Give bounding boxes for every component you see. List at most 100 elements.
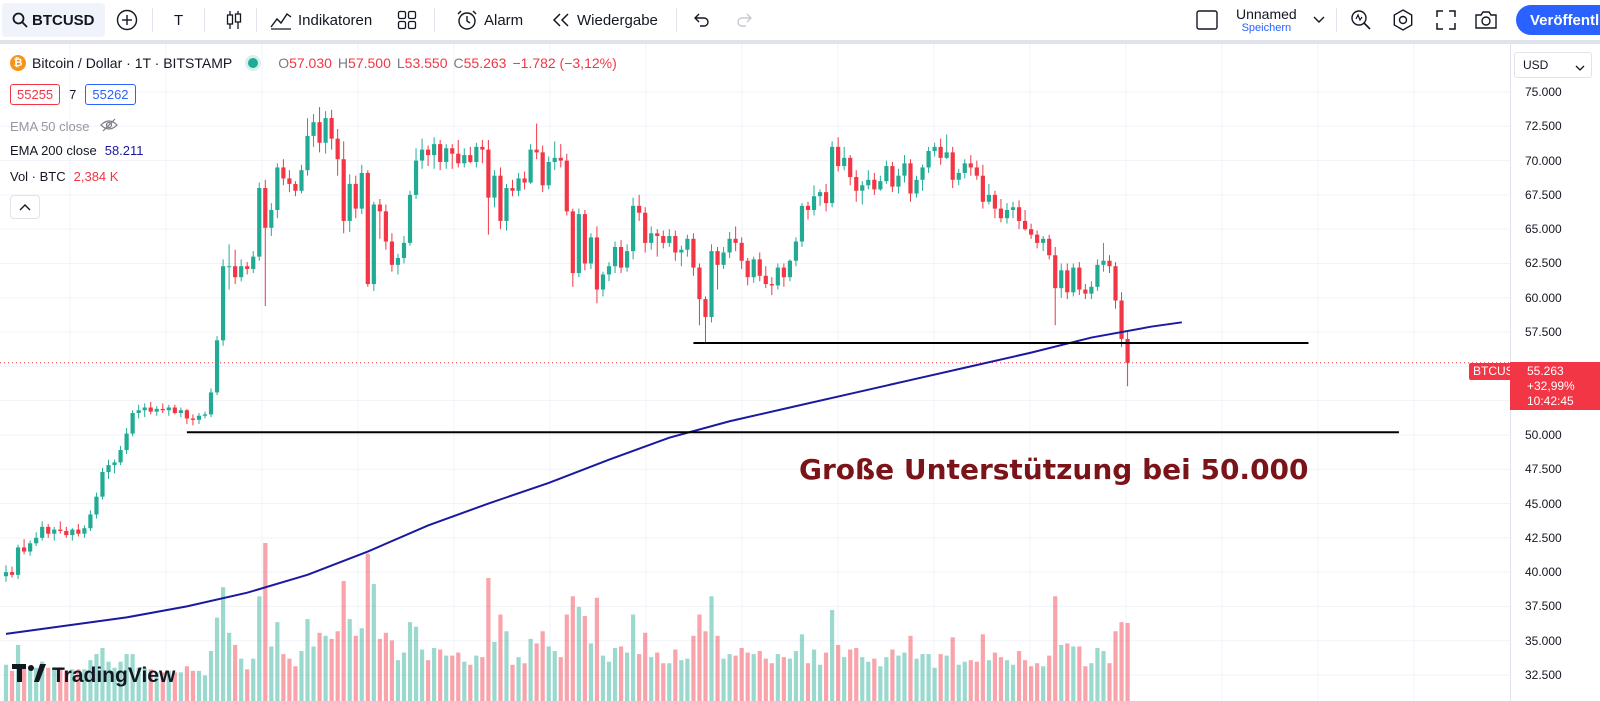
candle-body bbox=[1022, 220, 1028, 230]
chart-canvas[interactable] bbox=[0, 44, 1510, 701]
ema50-legend[interactable]: EMA 50 close bbox=[10, 118, 118, 135]
redo-button[interactable] bbox=[736, 0, 754, 40]
settings-button[interactable] bbox=[1392, 0, 1414, 40]
replay-button[interactable]: Wiedergabe bbox=[551, 0, 658, 40]
candle-body bbox=[1041, 238, 1046, 243]
symbol-legend[interactable]: ₿ Bitcoin / Dollar · 1T · BITSTAMP O 57.0… bbox=[10, 55, 617, 71]
price-tick: 35.000 bbox=[1525, 633, 1562, 648]
volume-bar bbox=[160, 672, 165, 701]
volume-bar bbox=[178, 672, 183, 701]
chart-type-button[interactable] bbox=[224, 0, 244, 40]
buy-price-button[interactable]: 55262 bbox=[85, 84, 136, 105]
alarm-button[interactable]: Alarm bbox=[456, 0, 523, 40]
candle-body bbox=[588, 237, 594, 264]
candle-body bbox=[938, 146, 943, 158]
eye-hidden-icon[interactable] bbox=[99, 118, 118, 135]
volume-bar bbox=[763, 658, 768, 701]
volume-bar bbox=[40, 661, 45, 701]
replay-label: Wiedergabe bbox=[577, 11, 658, 29]
layout-dropdown[interactable] bbox=[1313, 0, 1325, 40]
volume-bar bbox=[757, 651, 762, 701]
candle-body bbox=[474, 146, 479, 162]
volume-bar bbox=[1095, 648, 1100, 701]
candle-body bbox=[980, 175, 985, 202]
quick-search-button[interactable] bbox=[1350, 0, 1372, 40]
candle-body bbox=[854, 177, 859, 191]
candle-body bbox=[15, 547, 21, 575]
volume-bar bbox=[944, 655, 949, 701]
ema200-legend[interactable]: EMA 200 close 58.211 bbox=[10, 143, 144, 158]
snapshot-button[interactable] bbox=[1474, 0, 1498, 40]
candle-body bbox=[685, 238, 690, 250]
volume-bar bbox=[1016, 651, 1022, 701]
templates-button[interactable] bbox=[397, 0, 417, 40]
collapse-legend-button[interactable] bbox=[10, 195, 40, 219]
candle-body bbox=[401, 242, 407, 258]
interval-button[interactable]: T bbox=[174, 0, 183, 40]
candle-body bbox=[395, 257, 401, 265]
volume-bar bbox=[486, 578, 491, 701]
volume-bar bbox=[64, 670, 69, 701]
gear-icon bbox=[1392, 9, 1414, 31]
candle-body bbox=[570, 211, 575, 274]
volume-bar bbox=[715, 635, 720, 701]
volume-bar bbox=[836, 644, 841, 701]
undo-button[interactable] bbox=[692, 0, 710, 40]
candle-body bbox=[64, 530, 69, 536]
volume-bar bbox=[148, 669, 153, 701]
candle-body bbox=[52, 529, 57, 534]
volume-bar bbox=[317, 632, 322, 701]
candle-body bbox=[347, 183, 352, 221]
change-value: −1.782 (−3,12%) bbox=[512, 55, 617, 71]
candle-body bbox=[1113, 266, 1118, 301]
save-link[interactable]: Speichern bbox=[1241, 21, 1292, 34]
volume-bar bbox=[1059, 644, 1064, 701]
candle-body bbox=[637, 205, 642, 213]
volume-bar bbox=[383, 632, 388, 701]
sell-price-button[interactable]: 55255 bbox=[10, 84, 61, 105]
candle-body bbox=[516, 178, 521, 191]
volume-bar bbox=[691, 635, 696, 701]
candle-body bbox=[986, 194, 991, 202]
price-tick: 67.500 bbox=[1525, 187, 1562, 202]
volume-bar bbox=[1083, 666, 1088, 701]
candle-body bbox=[480, 146, 485, 150]
volume-bar bbox=[208, 651, 214, 701]
fullscreen-icon bbox=[1436, 10, 1456, 30]
volume-bar bbox=[1089, 663, 1094, 701]
currency-select[interactable]: USD bbox=[1514, 52, 1592, 78]
volume-legend[interactable]: Vol · BTC 2,384 K bbox=[10, 169, 118, 184]
volume-bar bbox=[196, 670, 202, 701]
candle-body bbox=[661, 236, 666, 243]
candle-body bbox=[1095, 264, 1100, 287]
volume-bar bbox=[462, 661, 467, 701]
volume-bar bbox=[426, 660, 431, 701]
candle-body bbox=[1029, 229, 1034, 235]
candle-body bbox=[76, 529, 81, 534]
chart-area[interactable] bbox=[0, 44, 1600, 701]
volume-bar bbox=[516, 657, 521, 701]
candle-body bbox=[745, 260, 750, 278]
volume-bar bbox=[775, 654, 780, 701]
last-price: 55.263 bbox=[1527, 364, 1564, 378]
market-open-indicator bbox=[248, 58, 259, 68]
tradingview-logo[interactable]: TradingView bbox=[12, 664, 175, 688]
publish-button[interactable]: Veröffentl bbox=[1516, 5, 1600, 35]
volume-bar bbox=[142, 667, 147, 701]
spread-value: 7 bbox=[69, 87, 77, 102]
symbol-search-button[interactable]: BTCUSD bbox=[2, 3, 105, 37]
candle-body bbox=[311, 122, 316, 136]
bid-ask-row: 55255 7 55262 bbox=[10, 84, 136, 105]
layout-toggle[interactable] bbox=[1196, 0, 1218, 40]
layout-menu[interactable]: Unnamed Speichern bbox=[1236, 0, 1297, 40]
compare-symbol-button[interactable] bbox=[116, 0, 138, 40]
volume-bar bbox=[811, 649, 817, 701]
candle-body bbox=[793, 241, 799, 261]
volume-bar bbox=[938, 654, 943, 701]
candle-body bbox=[956, 172, 961, 180]
candle-body bbox=[709, 251, 714, 317]
fullscreen-button[interactable] bbox=[1436, 0, 1456, 40]
candle-body bbox=[233, 266, 238, 278]
undo-icon bbox=[692, 13, 710, 27]
indicators-button[interactable]: Indikatoren bbox=[270, 0, 372, 40]
